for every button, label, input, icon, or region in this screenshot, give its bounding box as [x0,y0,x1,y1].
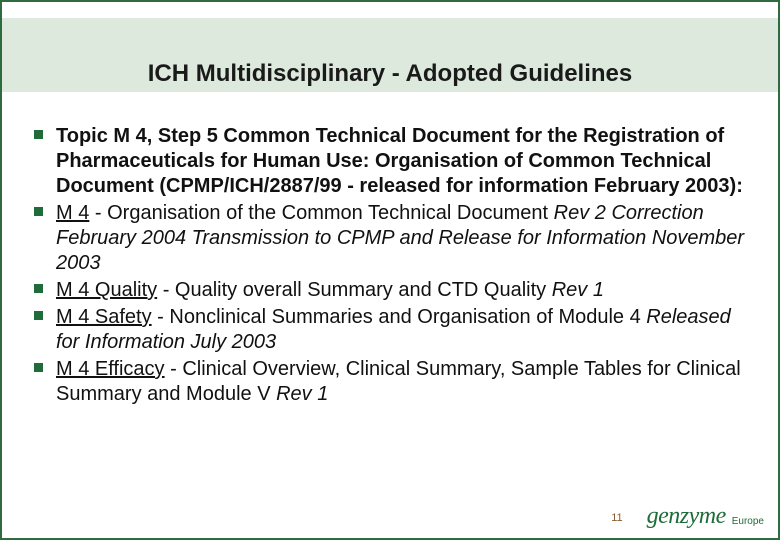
slide-body: Topic M 4, Step 5 Common Technical Docum… [32,124,748,409]
text-run: M 4 [56,202,89,224]
text-run: M 4 Efficacy [56,358,165,380]
logo-text: genzyme [647,503,726,530]
text-run: - Nonclinical Summaries and Organisation… [152,306,647,328]
list-item: M 4 Safety - Nonclinical Summaries and O… [32,305,748,355]
list-item: Topic M 4, Step 5 Common Technical Docum… [32,124,748,199]
list-item: M 4 Quality - Quality overall Summary an… [32,278,748,303]
slide-title: ICH Multidisciplinary - Adopted Guidelin… [2,60,778,88]
logo-subtext: Europe [732,516,764,530]
page-number: 11 [611,512,622,530]
text-run: - Quality overall Summary and CTD Qualit… [157,279,552,301]
footer: 11 genzyme Europe [611,503,764,530]
text-run: Rev 1 [552,279,604,301]
bullet-list: Topic M 4, Step 5 Common Technical Docum… [32,124,748,407]
list-item: M 4 Efficacy - Clinical Overview, Clinic… [32,357,748,407]
text-run: - Organisation of the Common Technical D… [89,202,553,224]
logo: genzyme Europe [647,503,764,530]
text-run: M 4 Safety [56,306,152,328]
slide: ICH Multidisciplinary - Adopted Guidelin… [0,0,780,540]
text-run: M 4 Quality [56,279,157,301]
text-run: Rev 1 [276,383,328,405]
list-item: M 4 - Organisation of the Common Technic… [32,201,748,276]
text-run: Topic M 4, Step 5 Common Technical Docum… [56,125,743,197]
